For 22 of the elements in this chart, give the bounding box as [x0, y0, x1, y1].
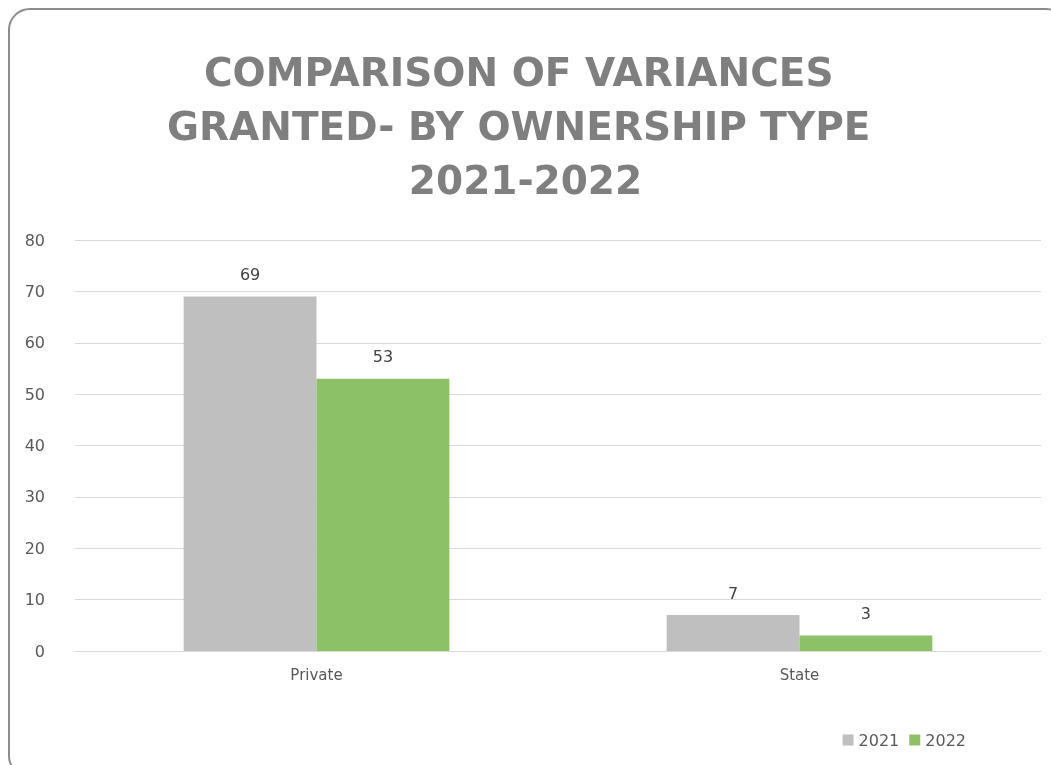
y-tick-label: 70: [24, 281, 45, 301]
y-tick-label: 30: [24, 487, 45, 507]
y-tick-label: 60: [24, 333, 45, 353]
data-label: 7: [727, 583, 739, 603]
x-tick-label: Private: [290, 665, 343, 684]
legend-label: 2022: [925, 730, 966, 750]
bar: [666, 615, 800, 651]
bar: [316, 378, 450, 651]
bar: [183, 296, 317, 651]
chart-title: COMPARISON OF VARIANCES GRANTED- BY OWNERSHIP TYPE 2021-2022: [167, 49, 884, 203]
data-label: 53: [372, 347, 394, 367]
y-tick-label: 10: [24, 590, 45, 610]
y-tick-label: 0: [34, 641, 45, 661]
legend-label: 2021: [858, 730, 900, 750]
bar: [799, 635, 933, 651]
y-tick-label: 80: [24, 230, 45, 250]
y-tick-label: 20: [24, 538, 45, 558]
x-tick-label: State: [779, 665, 820, 684]
y-tick-label: 50: [24, 384, 45, 404]
y-tick-label: 40: [24, 436, 45, 455]
data-label: 3: [860, 604, 872, 624]
data-label: 69: [239, 265, 261, 285]
